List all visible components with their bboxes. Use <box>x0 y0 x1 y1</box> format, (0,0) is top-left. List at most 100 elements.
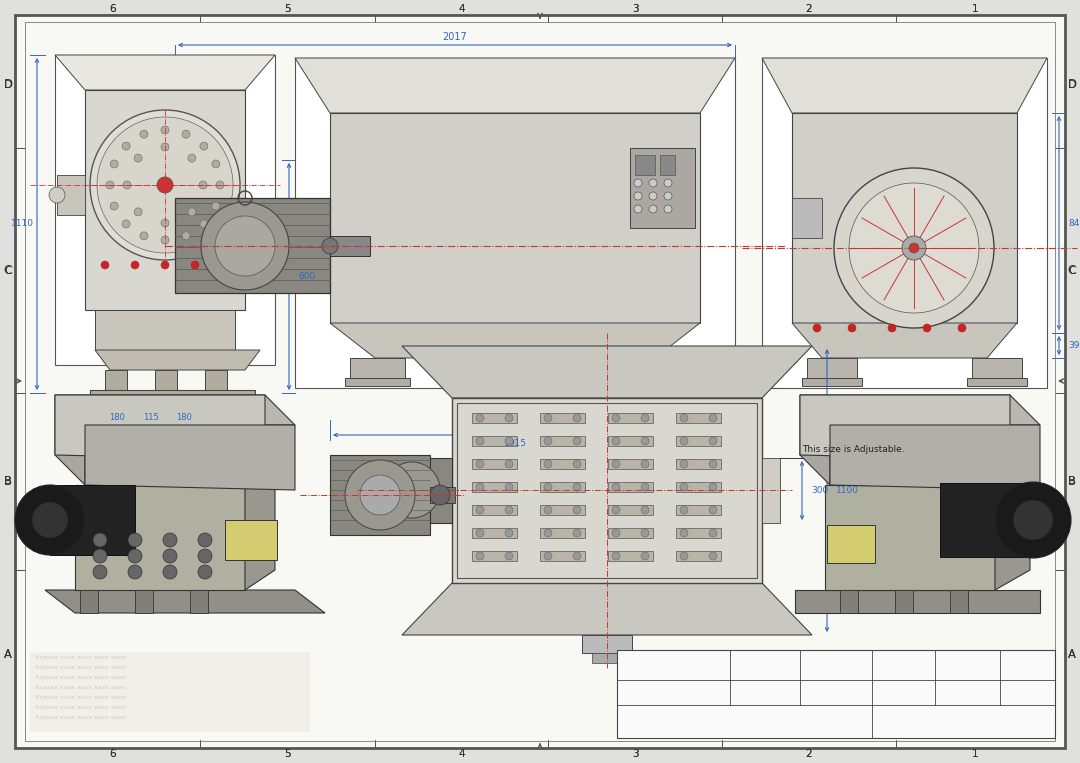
Circle shape <box>215 216 275 276</box>
Bar <box>453 398 762 583</box>
Bar <box>205 370 227 390</box>
Circle shape <box>140 130 148 138</box>
Bar <box>540 459 585 469</box>
Text: Xxxxxx xxxx xxxx xxxx xxxx: Xxxxxx xxxx xxxx xxxx xxxx <box>35 695 126 700</box>
Text: 115: 115 <box>144 413 159 421</box>
Bar <box>608 413 653 423</box>
Bar <box>635 155 654 175</box>
Bar <box>540 482 585 492</box>
Bar <box>175 198 330 293</box>
Circle shape <box>90 110 240 260</box>
Text: 5: 5 <box>284 4 291 14</box>
Bar <box>676 413 721 423</box>
Text: A: A <box>1068 650 1076 660</box>
Circle shape <box>573 460 581 468</box>
Circle shape <box>505 506 513 514</box>
Circle shape <box>612 437 620 445</box>
Circle shape <box>544 414 552 422</box>
Bar <box>645 358 700 383</box>
Bar <box>827 525 875 563</box>
Text: 300: 300 <box>811 486 828 495</box>
Bar <box>802 378 862 386</box>
Circle shape <box>680 414 688 422</box>
Polygon shape <box>800 395 1010 460</box>
Polygon shape <box>940 483 1032 557</box>
Text: C: C <box>4 266 12 275</box>
Circle shape <box>708 506 717 514</box>
Circle shape <box>102 261 109 269</box>
Bar <box>592 653 622 663</box>
Text: 1: 1 <box>972 749 978 759</box>
Bar <box>660 155 675 175</box>
Text: This size is Adjustable.: This size is Adjustable. <box>802 446 905 455</box>
Text: 3: 3 <box>632 4 638 14</box>
Text: B: B <box>1068 475 1076 488</box>
Text: Xxxxxx xxxx xxxx xxxx xxxx: Xxxxxx xxxx xxxx xxxx xxxx <box>35 665 126 670</box>
Bar <box>430 487 455 503</box>
Circle shape <box>1013 500 1053 540</box>
Polygon shape <box>55 55 275 90</box>
Bar <box>330 236 370 256</box>
Polygon shape <box>831 425 1040 490</box>
Circle shape <box>122 220 130 228</box>
Text: 2: 2 <box>806 749 812 759</box>
Polygon shape <box>330 323 700 358</box>
Circle shape <box>93 533 107 547</box>
Circle shape <box>97 117 233 253</box>
Polygon shape <box>50 485 135 555</box>
Circle shape <box>106 181 114 189</box>
Circle shape <box>32 502 68 538</box>
Circle shape <box>122 142 130 150</box>
Bar <box>472 505 517 515</box>
Bar <box>676 528 721 538</box>
Circle shape <box>544 552 552 560</box>
Circle shape <box>129 565 141 579</box>
Circle shape <box>198 533 212 547</box>
Text: 840: 840 <box>1068 218 1080 227</box>
Polygon shape <box>85 425 295 490</box>
Text: 1394.08.04: 1394.08.04 <box>880 678 932 687</box>
Bar <box>295 58 735 388</box>
Text: D: D <box>3 79 13 92</box>
Circle shape <box>163 565 177 579</box>
Text: 1015: 1015 <box>503 439 527 448</box>
Bar <box>676 482 721 492</box>
Bar <box>350 358 405 383</box>
Text: 3: 3 <box>632 749 638 759</box>
Text: 1: 1 <box>972 4 978 14</box>
Text: 6: 6 <box>109 4 116 14</box>
Circle shape <box>221 261 229 269</box>
Text: B: B <box>4 477 12 487</box>
Text: A: A <box>4 649 12 662</box>
Circle shape <box>49 187 65 203</box>
Bar <box>80 590 98 613</box>
Text: 180: 180 <box>176 413 192 421</box>
Circle shape <box>476 529 484 537</box>
Text: 397: 397 <box>1068 341 1080 350</box>
Bar <box>330 113 700 323</box>
Text: 4: 4 <box>458 749 464 759</box>
Circle shape <box>345 460 415 530</box>
Text: B: B <box>4 475 12 488</box>
Circle shape <box>129 533 141 547</box>
Polygon shape <box>795 590 1040 613</box>
Circle shape <box>200 142 207 150</box>
Bar <box>135 590 153 613</box>
Bar <box>807 358 858 383</box>
Bar <box>582 635 632 653</box>
Text: Approved by: Approved by <box>804 655 851 664</box>
Text: Wood Crushing Assembly: Wood Crushing Assembly <box>635 709 846 727</box>
Text: Xxxxxx xxxx xxxx xxxx xxxx: Xxxxxx xxxx xxxx xxxx xxxx <box>35 685 126 690</box>
Circle shape <box>649 205 657 213</box>
Circle shape <box>664 205 672 213</box>
Text: Pouya Hosseinzadeh: Pouya Hosseinzadeh <box>621 678 714 687</box>
Text: 1/1: 1/1 <box>1037 720 1050 729</box>
Bar <box>90 390 255 398</box>
Circle shape <box>140 232 148 240</box>
Polygon shape <box>762 58 1047 113</box>
Bar <box>840 590 858 613</box>
Circle shape <box>505 483 513 491</box>
Text: Wood Crushing: Wood Crushing <box>909 706 1004 719</box>
Circle shape <box>476 506 484 514</box>
Bar <box>676 436 721 446</box>
